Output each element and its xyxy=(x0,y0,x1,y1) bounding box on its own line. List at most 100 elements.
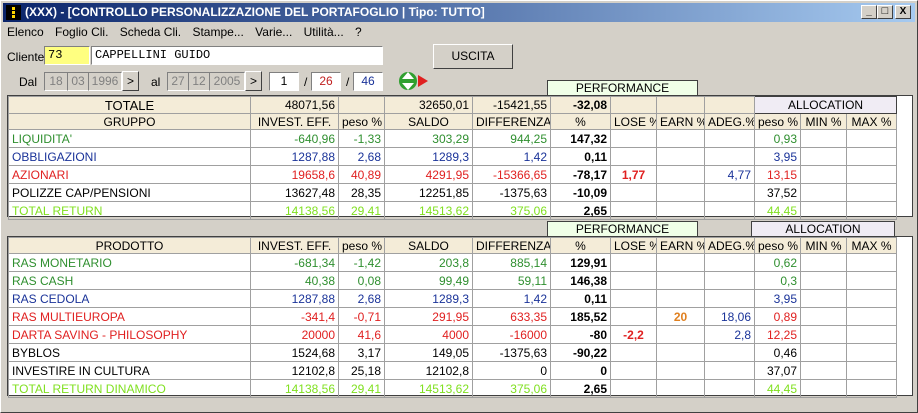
row-diff: 375,06 xyxy=(472,201,551,220)
col-alloc-peso: peso % xyxy=(754,113,801,130)
row-name: RAS CEDOLA xyxy=(8,289,251,308)
row-min xyxy=(800,289,847,308)
row-alloc-peso: 44,45 xyxy=(754,379,801,398)
row-pct: 0,11 xyxy=(550,147,611,166)
close-button[interactable]: X xyxy=(895,5,911,19)
perf-header-top: PERFORMANCE ASSOLUTA xyxy=(547,80,698,109)
col-earn: EARN % xyxy=(656,237,705,254)
menu-elenco[interactable]: Elenco xyxy=(7,25,44,39)
row-adeg xyxy=(704,201,755,220)
menu-stampe[interactable]: Stampe... xyxy=(192,25,244,39)
row-adeg: 4,77 xyxy=(704,165,755,184)
col-peso: peso % xyxy=(338,113,385,130)
dal-year-field[interactable]: 1996 xyxy=(88,72,122,91)
table-row[interactable]: TOTAL RETURN DINAMICO 14138,56 29,41 14513,… xyxy=(8,379,897,398)
table-row[interactable]: RAS MONETARIO -681,34 -1,42 203,8 885,14 129,… xyxy=(8,253,897,272)
row-min xyxy=(800,147,847,166)
row-saldo: 1289,3 xyxy=(384,147,473,166)
dal-picker-button[interactable]: > xyxy=(122,71,139,91)
row-pct: -78,17 xyxy=(550,165,611,184)
row-name: RAS MULTIEUROPA xyxy=(8,307,251,326)
cliente-code-field[interactable]: 73 xyxy=(44,46,90,65)
row-pct: 0,11 xyxy=(550,289,611,308)
row-min xyxy=(800,325,847,344)
table-row[interactable]: INVESTIRE IN CULTURA 12102,8 25,18 12102,8 0… xyxy=(8,361,897,380)
dal-month-field[interactable]: 03 xyxy=(67,72,89,91)
col-pct: % xyxy=(550,237,611,254)
cliente-name-field[interactable]: CAPPELLINI GUIDO xyxy=(91,46,383,65)
row-lose xyxy=(610,343,657,362)
prodotto-panel: PRODOTTO INVEST. EFF. peso % SALDO DIFFE… xyxy=(7,236,913,398)
table-row[interactable]: DARTA SAVING - PHILOSOPHY 20000 41,6 4000 -1… xyxy=(8,325,897,344)
row-earn xyxy=(656,253,705,272)
title-bar[interactable]: (XXX) - [CONTROLLO PERSONALIZZAZIONE DEL… xyxy=(3,3,915,22)
row-diff: 1,42 xyxy=(472,147,551,166)
row-pct: 2,65 xyxy=(550,201,611,220)
alloc-header-bottom: ALLOCATION xyxy=(751,221,895,237)
totale-row: TOTALE 48071,56 32650,01 -15421,55 -32,0… xyxy=(8,96,898,114)
record-middle[interactable]: 26 xyxy=(311,72,341,91)
row-diff: -1375,63 xyxy=(472,183,551,202)
minimize-button[interactable]: _ xyxy=(861,5,877,19)
row-adeg xyxy=(704,271,755,290)
app-icon[interactable] xyxy=(6,5,21,20)
row-invest: 1524,68 xyxy=(250,343,339,362)
col-saldo: SALDO xyxy=(384,237,473,254)
col-invest: INVEST. EFF. xyxy=(250,237,339,254)
menu-scheda-cli[interactable]: Scheda Cli. xyxy=(119,25,182,39)
col-adeg: ADEG.% xyxy=(704,113,755,130)
prodotto-table: PRODOTTO INVEST. EFF. peso % SALDO DIFFE… xyxy=(8,237,897,398)
menu-utilita[interactable]: Utilità... xyxy=(303,25,344,39)
row-invest: 14138,56 xyxy=(250,201,339,220)
row-name: RAS CASH xyxy=(8,271,251,290)
row-invest: -681,34 xyxy=(250,253,339,272)
uscita-button[interactable]: USCITA xyxy=(433,44,513,69)
record-current[interactable]: 1 xyxy=(269,72,299,91)
table-row[interactable]: OBBLIGAZIONI 1287,88 2,68 1289,3 1,42 0,11 3,9… xyxy=(8,147,898,166)
record-total[interactable]: 46 xyxy=(353,72,383,91)
pager-sep-1: / xyxy=(304,75,308,89)
al-picker-button[interactable]: > xyxy=(245,71,262,91)
row-max xyxy=(846,253,897,272)
row-min xyxy=(800,129,847,148)
table-row[interactable]: AZIONARI 19658,6 40,89 4291,95 -15366,65 -78,… xyxy=(8,165,898,184)
table-row[interactable]: POLIZZE CAP/PENSIONI 13627,48 28,35 12251,8… xyxy=(8,183,898,202)
table-row[interactable]: RAS MULTIEUROPA -341,4 -0,71 291,95 633,35 18… xyxy=(8,307,897,326)
row-max xyxy=(845,165,898,184)
table-row[interactable]: RAS CASH 40,38 0,08 99,49 59,11 146,38 0,3 xyxy=(8,271,897,290)
row-lose: 1,77 xyxy=(610,165,657,184)
up-down-arrow-icon[interactable] xyxy=(399,69,429,93)
navigation-arrows[interactable] xyxy=(399,69,429,93)
dal-day-field[interactable]: 18 xyxy=(44,72,68,91)
menu-help[interactable]: ? xyxy=(355,25,362,39)
cliente-label: Cliente xyxy=(7,50,45,64)
row-diff: 0 xyxy=(472,361,551,380)
menu-varie[interactable]: Varie... xyxy=(255,25,293,39)
row-earn xyxy=(656,379,705,398)
row-peso: 25,18 xyxy=(338,361,385,380)
row-saldo: 4000 xyxy=(384,325,473,344)
row-max xyxy=(846,361,897,380)
al-day-field[interactable]: 27 xyxy=(167,72,189,91)
row-saldo: 14513,62 xyxy=(384,201,473,220)
table-row[interactable]: RAS CEDOLA 1287,88 2,68 1289,3 1,42 0,11 3,95 xyxy=(8,289,897,308)
al-month-field[interactable]: 12 xyxy=(188,72,210,91)
row-pct: 147,32 xyxy=(550,129,611,148)
row-min xyxy=(800,343,847,362)
row-diff: 944,25 xyxy=(472,129,551,148)
gruppo-panel: TOTALE 48071,56 32650,01 -15421,55 -32,0… xyxy=(7,95,913,220)
totale-invest: 48071,56 xyxy=(250,96,339,114)
row-earn xyxy=(656,147,705,166)
row-alloc-peso: 0,62 xyxy=(754,253,801,272)
table-row[interactable]: LIQUIDITA' -640,96 -1,33 303,29 944,25 147,32… xyxy=(8,129,898,148)
al-year-field[interactable]: 2005 xyxy=(209,72,245,91)
row-adeg xyxy=(704,253,755,272)
table-row[interactable]: TOTAL RETURN 14138,56 29,41 14513,62 375,06 2… xyxy=(8,201,898,220)
menu-foglio-cli[interactable]: Foglio Cli. xyxy=(55,25,109,39)
totale-saldo: 32650,01 xyxy=(384,96,473,114)
col-max: MAX % xyxy=(845,113,898,130)
pager-sep-2: / xyxy=(346,75,350,89)
maximize-button[interactable]: □ xyxy=(877,5,893,19)
row-adeg xyxy=(704,343,755,362)
table-row[interactable]: BYBLOS 1524,68 3,17 149,05 -1375,63 -90,22 0,4… xyxy=(8,343,897,362)
